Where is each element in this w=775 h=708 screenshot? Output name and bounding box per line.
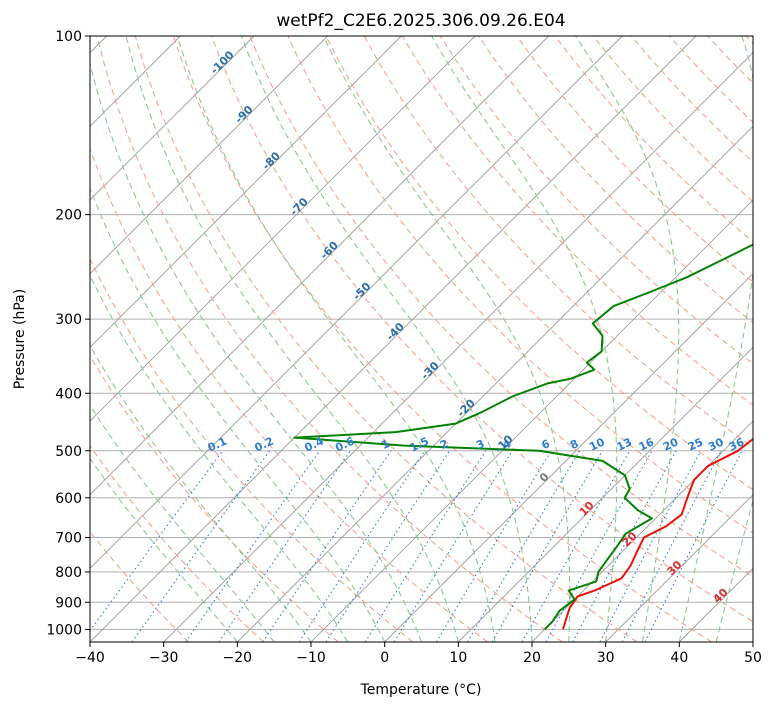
mixing-ratio-label: 20 — [661, 435, 681, 453]
mixing-ratio-label: 25 — [686, 436, 705, 454]
isotherm-line — [90, 36, 255, 201]
moist-adiabat-line — [240, 36, 533, 642]
mixing-ratio-line — [185, 450, 321, 642]
dry-adiabat-line — [287, 36, 753, 534]
mixing-ratio-line — [298, 450, 426, 642]
isotherm-line — [90, 36, 402, 348]
x-tick-label: −40 — [75, 650, 105, 666]
isotherm-line — [237, 125, 753, 642]
plot-frame — [89, 35, 754, 643]
isotherm-line — [163, 52, 753, 642]
x-tick-label: −10 — [296, 650, 326, 666]
isotherm-line — [531, 420, 753, 642]
mixing-ratio-line — [393, 450, 513, 642]
isotherm-line — [90, 36, 328, 275]
isotherm-line — [90, 36, 476, 422]
moist-adiabat-line — [90, 344, 312, 642]
mixing-ratio-label: 16 — [637, 435, 657, 453]
mixing-ratio-line — [262, 450, 392, 642]
dewpoint-line — [293, 243, 753, 631]
y-tick-label: 200 — [55, 208, 82, 224]
dry-adiabat-line — [516, 36, 753, 283]
moist-adiabat-line — [323, 36, 571, 642]
x-tick-label: −30 — [149, 650, 179, 666]
y-tick-label: 900 — [55, 595, 82, 611]
mixing-ratio-label: 10 — [587, 435, 607, 453]
isotherm-line — [90, 36, 623, 569]
y-tick-label: 700 — [55, 531, 82, 547]
moist-adiabat-line — [90, 274, 349, 642]
mixing-ratio-line — [325, 450, 451, 642]
mixing-ratio-line — [572, 450, 677, 642]
y-axis-label: Pressure (hPa) — [12, 289, 28, 389]
moist-adiabat-line — [715, 498, 753, 642]
axes: −40 −30 −20 −10 0 10 20 30 40 50 100 200 300 400 500 60… — [46, 29, 762, 666]
mixing-ratio-label: 36 — [727, 435, 747, 453]
x-tick-label: −20 — [223, 650, 253, 666]
x-axis-label: Temperature (°C) — [360, 682, 482, 698]
y-tick-label: 800 — [55, 565, 82, 581]
mixing-ratio-label: 13 — [615, 436, 634, 454]
y-tick-label: 500 — [55, 444, 82, 460]
background-lines — [90, 36, 753, 642]
dry-adiabat-line — [96, 36, 563, 642]
moist-adiabat-line — [176, 36, 496, 642]
moist-adiabat-line — [90, 61, 423, 642]
mixing-ratio-line — [435, 450, 552, 642]
isotherm-line — [90, 36, 549, 496]
x-tick-label: 40 — [670, 650, 688, 666]
dry-adiabat-line — [90, 257, 414, 642]
dry-adiabat-line — [249, 36, 753, 578]
mixing-ratio-line — [467, 450, 581, 642]
mixing-ratio-line — [599, 450, 702, 642]
y-tick-label: 400 — [55, 386, 82, 402]
dry-adiabat-line — [172, 36, 712, 642]
mixing-ratio-label: 30 — [706, 435, 726, 453]
isotherm-line — [384, 273, 753, 642]
x-tick-label: 20 — [523, 650, 541, 666]
x-tick-label: 0 — [380, 650, 389, 666]
temperature-line — [562, 437, 753, 630]
mixing-ratio-line — [364, 450, 487, 642]
y-tick-label: 100 — [55, 29, 82, 45]
x-tick-label: 10 — [449, 650, 467, 666]
isotherm-line — [458, 346, 753, 642]
moist-adiabat-line — [90, 404, 275, 642]
sounding-series — [293, 243, 753, 631]
dry-adiabat-line — [90, 444, 264, 642]
y-tick-label: 1000 — [46, 622, 82, 638]
y-tick-label: 600 — [55, 491, 82, 507]
x-tick-label: 30 — [597, 650, 615, 666]
y-tick-label: 300 — [55, 312, 82, 328]
mixing-ratio-line — [218, 450, 351, 642]
moist-adiabat-line — [431, 36, 618, 642]
moist-adiabat-line — [125, 36, 459, 642]
plot-background — [90, 36, 753, 642]
dry-adiabat-line — [325, 36, 753, 491]
chart-title: wetPf2_C2E6.2025.306.09.26.E04 — [276, 11, 565, 31]
moist-adiabat-line — [90, 187, 386, 642]
x-tick-label: 50 — [744, 650, 762, 666]
isotherm-line — [605, 494, 753, 642]
moist-adiabat-line — [678, 36, 753, 642]
moist-adiabat-line — [90, 457, 238, 642]
dry-adiabat-line — [210, 36, 753, 623]
